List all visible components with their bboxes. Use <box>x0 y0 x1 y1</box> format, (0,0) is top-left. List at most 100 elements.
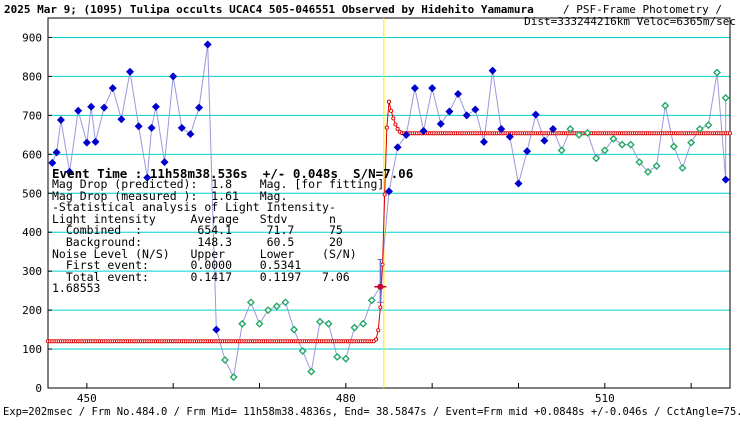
green-point <box>635 158 644 167</box>
stats-line: Mag Drop (measured ): 1.61 Mag. <box>52 188 288 203</box>
green-point <box>592 154 601 163</box>
blue-point <box>462 111 471 120</box>
x-tick-label: 510 <box>595 392 615 405</box>
blue-point <box>419 126 428 135</box>
blue-point <box>117 115 126 124</box>
blue-point <box>151 102 160 111</box>
blue-point <box>436 119 445 128</box>
y-tick-label: 600 <box>22 148 42 161</box>
y-tick-label: 0 <box>35 382 42 395</box>
y-tick-label: 400 <box>22 226 42 239</box>
stats-line: Combined : 654.1 71.7 75 <box>52 223 343 238</box>
blue-point <box>186 130 195 139</box>
blue-point <box>540 136 549 145</box>
blue-point <box>52 148 61 157</box>
green-point <box>246 298 255 307</box>
blue-point <box>74 106 83 115</box>
blue-point <box>514 179 523 188</box>
event-marker <box>374 258 387 303</box>
method-label: / PSF-Frame Photometry / <box>563 3 722 16</box>
green-point <box>678 163 687 172</box>
green-point <box>643 167 652 176</box>
green-point <box>687 138 696 147</box>
fit-sample <box>376 328 381 333</box>
blue-point <box>91 137 100 146</box>
chart-axes: 0 100 200 300 400 500 600 700 800 900 450 480 510 <box>22 31 692 405</box>
blue-point <box>177 123 186 132</box>
blue-point <box>428 84 437 93</box>
fit-sample <box>395 126 400 131</box>
blue-point <box>82 138 91 147</box>
fit-sample <box>393 122 398 127</box>
blue-point <box>523 147 532 156</box>
blue-point <box>410 84 419 93</box>
x-tick-label: 450 <box>77 392 97 405</box>
blue-point <box>160 158 169 167</box>
green-point <box>600 146 609 155</box>
y-tick-label: 700 <box>22 109 42 122</box>
blue-point <box>393 143 402 152</box>
blue-point <box>497 125 506 133</box>
stats-line: First event: 0.0000 0.5341 <box>52 258 302 273</box>
blue-point <box>87 102 96 111</box>
blue-point <box>531 110 540 119</box>
green-point <box>315 317 324 326</box>
green-point <box>272 302 281 311</box>
fit-sample <box>378 305 383 310</box>
blue-point <box>169 72 178 81</box>
event-time-label: Event Time : 11h58m38.536s +/- 0.048s S/… <box>52 166 414 181</box>
blue-point <box>454 89 463 98</box>
green-point <box>618 140 627 149</box>
blue-point <box>134 122 143 131</box>
green-point <box>290 325 299 334</box>
stats-line: 1.68553 <box>52 281 101 296</box>
blue-point <box>445 107 454 116</box>
green-point <box>557 146 566 155</box>
fit-sample <box>384 125 389 130</box>
green-point <box>220 355 229 364</box>
blue-point <box>108 84 117 93</box>
fit-sample <box>382 192 387 197</box>
blue-point <box>65 167 74 176</box>
fit-sample <box>380 262 385 267</box>
green-point <box>574 130 583 139</box>
blue-point <box>721 175 730 184</box>
green-point <box>255 319 264 328</box>
green-point <box>661 101 670 110</box>
green-point <box>721 93 730 102</box>
y-tick-label: 800 <box>22 70 42 83</box>
model-fit-curve <box>45 99 733 344</box>
data-points <box>48 40 730 382</box>
green-point <box>333 352 342 361</box>
blue-point <box>195 103 204 112</box>
green-point <box>626 140 635 149</box>
green-point <box>238 319 247 328</box>
blue-point <box>48 158 57 167</box>
chart-title: 2025 Mar 9; (1095) Tulipa occults UCAC4 … <box>4 3 534 16</box>
distance-velocity-label: Dist=333244216km Veloc=6365m/sec <box>524 15 736 28</box>
green-point <box>341 354 350 363</box>
y-tick-label: 200 <box>22 304 42 317</box>
event-marker-dot <box>377 283 384 290</box>
fit-sample <box>374 337 379 342</box>
green-point <box>324 319 333 328</box>
green-point <box>350 323 359 332</box>
blue-point <box>126 67 135 76</box>
blue-point <box>203 40 212 49</box>
y-tick-label: 500 <box>22 187 42 200</box>
blue-point <box>385 187 393 196</box>
green-point <box>669 142 678 151</box>
fit-sample <box>727 131 733 136</box>
stats-line: Noise Level (N/S) Upper Lower (S/N) <box>52 246 357 261</box>
footer-info: Exp=202msec / Frm No.484.0 / Frm Mid= 11… <box>3 406 740 418</box>
blue-point <box>143 173 152 182</box>
green-point <box>367 296 376 305</box>
green-point <box>609 134 618 143</box>
stats-line: -Statistical analysis of Light Intensity… <box>52 200 336 215</box>
plot-frame <box>47 17 731 389</box>
stats-line: Mag Drop (predicted): 1.8 Mag. [for fitt… <box>52 177 385 191</box>
green-point <box>264 306 273 315</box>
green-point <box>583 128 592 137</box>
y-tick-label: 900 <box>22 31 42 44</box>
